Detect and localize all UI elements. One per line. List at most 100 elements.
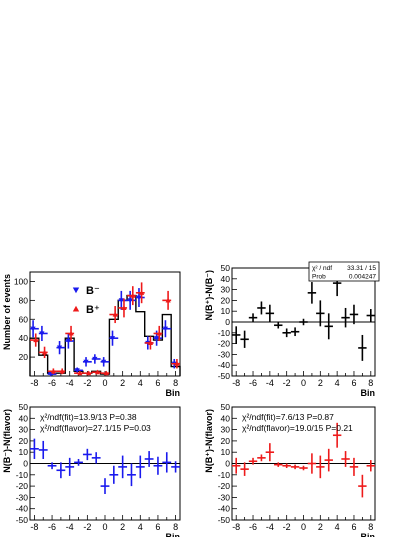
- y-tick-label: -30: [218, 492, 231, 502]
- y-axis-label: Number of events: [2, 274, 12, 350]
- x-tick-label: 4: [335, 378, 340, 388]
- x-tick-label: 0: [102, 378, 107, 388]
- x-tick-label: -2: [83, 522, 91, 532]
- x-tick-label: -6: [249, 378, 257, 388]
- x-tick-label: -4: [66, 378, 74, 388]
- x-tick-label: -8: [30, 378, 38, 388]
- panel-top-left: -8 -6 -4 -2 0 2 4 6 8 20 40 60 80 100 Bin Number of eve…: [2, 271, 181, 398]
- x-tick-label: -8: [232, 522, 240, 532]
- x-tick-label: 2: [318, 378, 323, 388]
- y-tick-label: -30: [16, 492, 29, 502]
- stats-value: 33.31 / 15: [347, 265, 376, 272]
- y-tick-label: 0: [225, 317, 230, 327]
- histogram-line: [29, 294, 181, 376]
- data-point: [118, 298, 124, 303]
- x-tick-label: 8: [368, 522, 373, 532]
- x-tick-label: 2: [318, 522, 323, 532]
- stats-label: χ² / ndf: [312, 265, 332, 272]
- x-tick-label: -6: [48, 522, 56, 532]
- y-axis-label: N(B⁻)-N(flavor): [2, 409, 12, 473]
- x-axis-label: Bin: [361, 388, 376, 398]
- y-tick-label: 10: [221, 447, 231, 457]
- x-tick-label: 4: [138, 378, 143, 388]
- x-axis-label: Bin: [361, 532, 376, 537]
- data-point: [92, 356, 98, 362]
- y-tick-label: -20: [218, 339, 231, 349]
- y-tick-label: 30: [19, 425, 29, 435]
- y-tick-label: 0: [225, 459, 230, 469]
- data-point: [39, 331, 45, 337]
- series-1: [30, 282, 180, 376]
- y-tick-label: 80: [19, 295, 29, 305]
- panel-top-right: -8 -6 -4 -2 0 2 4 6 8-50-40-30-20-1001020304050B…: [204, 261, 380, 398]
- x-tick-label: -4: [266, 378, 274, 388]
- x-tick-label: -8: [30, 522, 38, 532]
- annotation: χ²/ndf(fit)=13.9/13 P=0.38: [40, 412, 137, 422]
- data-point: [121, 305, 127, 311]
- y-tick-label: 0: [23, 459, 28, 469]
- data-point: [86, 370, 92, 376]
- y-axis-label: N(B⁺)-N(flavor): [204, 409, 214, 473]
- y-tick-label: 40: [19, 413, 29, 423]
- x-axis-label: Bin: [166, 388, 181, 398]
- data-point: [50, 368, 56, 374]
- x-tick-label: 4: [138, 522, 143, 532]
- y-tick-label: 20: [221, 295, 231, 305]
- stats-label: Prob: [312, 274, 326, 281]
- data-point: [103, 370, 109, 376]
- data-point: [33, 337, 39, 343]
- data-point: [77, 370, 83, 376]
- y-tick-label: 40: [221, 413, 231, 423]
- data-point: [74, 368, 80, 373]
- series-0: [30, 438, 180, 495]
- y-tick-label: 60: [19, 314, 29, 324]
- x-tick-label: -2: [83, 378, 91, 388]
- data-point: [41, 349, 48, 355]
- data-point: [154, 336, 160, 341]
- y-tick-label: 40: [221, 274, 231, 284]
- y-tick-label: 30: [221, 425, 231, 435]
- y-tick-label: -40: [218, 504, 231, 514]
- x-tick-label: 8: [368, 378, 373, 388]
- stats-box: χ² / ndf 33.31 / 15 Prob 0.004247: [308, 261, 380, 282]
- y-tick-label: -20: [16, 481, 29, 491]
- data-point: [56, 345, 63, 351]
- data-point: [174, 361, 180, 366]
- y-tick-label: 10: [19, 447, 29, 457]
- data-point: [112, 311, 118, 317]
- y-tick-label: 30: [221, 285, 231, 295]
- x-tick-label: -8: [232, 378, 240, 388]
- legend-label: B⁻: [86, 285, 100, 297]
- data-point: [127, 298, 133, 303]
- data-point: [94, 369, 101, 375]
- panel-bottom-right: -8 -6 -4 -2 0 2 4 6 8-50-40-30-20-1001020304050B…: [204, 402, 376, 537]
- legend-label: B⁺: [86, 304, 100, 316]
- data-point: [147, 340, 154, 345]
- y-tick-label: -10: [218, 470, 231, 480]
- data-point: [109, 336, 116, 341]
- y-tick-label: 20: [221, 436, 231, 446]
- data-point: [162, 326, 169, 332]
- annotation: χ²/ndf(fit)=7.6/13 P=0.87: [242, 412, 334, 422]
- x-tick-label: 0: [301, 522, 306, 532]
- x-tick-label: 4: [335, 522, 340, 532]
- annotation: χ²/ndf(flavor)=19.0/15 P=0.21: [242, 423, 353, 433]
- x-tick-label: 6: [155, 378, 160, 388]
- x-tick-label: 8: [173, 522, 178, 532]
- y-tick-label: 40: [19, 333, 29, 343]
- y-tick-label: 50: [19, 402, 29, 412]
- x-tick-label: -2: [283, 522, 291, 532]
- data-point: [156, 330, 162, 336]
- y-tick-label: 10: [221, 306, 231, 316]
- y-tick-label: -50: [218, 371, 231, 381]
- y-tick-label: 20: [19, 352, 29, 362]
- x-tick-label: 6: [351, 378, 356, 388]
- y-tick-label: 100: [14, 276, 28, 286]
- x-tick-label: -4: [66, 522, 74, 532]
- x-tick-label: 0: [301, 378, 306, 388]
- data-point: [30, 326, 36, 332]
- x-tick-label: 0: [102, 522, 107, 532]
- data-point: [165, 297, 171, 303]
- annotation: χ²/ndf(flavor)=27.1/15 P=0.03: [40, 423, 151, 433]
- y-tick-label: -10: [16, 470, 29, 480]
